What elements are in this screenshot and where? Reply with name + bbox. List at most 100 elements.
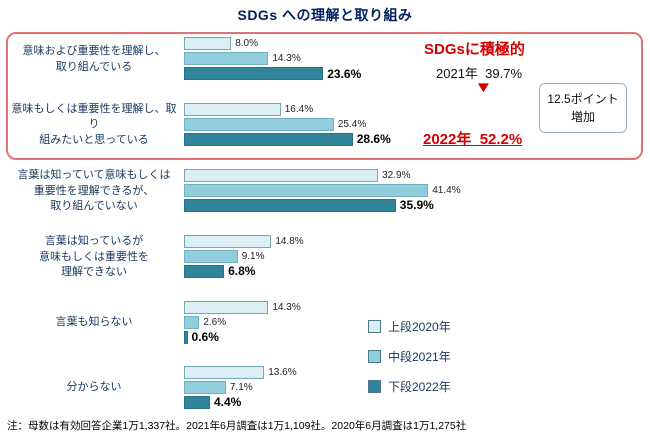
bar-rows: 32.9% 41.4% 35.9%: [184, 168, 461, 214]
bar-row-2021: 2.6%: [184, 315, 301, 329]
legend-swatch-2021: [368, 350, 381, 363]
bar-row-2022: 35.9%: [184, 198, 461, 213]
bar-value-2022: 28.6%: [356, 132, 391, 147]
category-label-line: 意味および重要性を理解し、: [22, 45, 166, 58]
bar-2020: [184, 102, 281, 116]
bar-value-2021: 2.6%: [203, 316, 227, 328]
bar-2020: [184, 300, 269, 314]
bar-value-2021: 41.4%: [432, 184, 461, 196]
category-label: 意味もしくは重要性を理解し、取り組みたいと思っている: [8, 102, 180, 148]
category-label-line: 取り組んでいる: [55, 60, 133, 73]
annotation-headline: SDGsに積極的: [424, 41, 525, 58]
bar-2022: [184, 67, 324, 80]
bar-row-2020: 13.6%: [184, 365, 297, 379]
bar-value-2022: 0.6%: [191, 330, 219, 345]
bar-2021: [184, 52, 269, 65]
category-label-line: 重要性を理解できるが、: [33, 184, 155, 197]
bar-row-2021: 14.3%: [184, 52, 361, 65]
bar-value-2020: 14.3%: [272, 301, 301, 313]
bar-2021: [184, 183, 429, 197]
bar-rows: 14.3% 2.6% 0.6%: [184, 300, 301, 346]
bar-rows: 8.0% 14.3% 23.6%: [184, 37, 361, 82]
bar-group: 意味および重要性を理解し、 取り組んでいる 8.0% 14.3% 23.6%: [8, 37, 461, 82]
category-label-line: 理解できない: [61, 266, 127, 279]
bar-group: 言葉は知っていて意味もしくは 重要性を理解できるが、 取り組んでいない 32.9% 41…: [8, 168, 461, 214]
bar-value-2022: 23.6%: [327, 66, 362, 81]
legend-label-2022: 下段2022年: [388, 380, 451, 394]
bar-2021: [184, 315, 200, 329]
bar-row-2020: 32.9%: [184, 168, 461, 182]
category-label-line: 組みたいと思っている: [39, 133, 149, 146]
bar-2022: [184, 132, 353, 146]
bar-value-2020: 32.9%: [382, 169, 411, 181]
bar-value-2021: 7.1%: [229, 381, 253, 393]
annotation-2022-value: 2022年 52.2%: [423, 131, 523, 148]
bar-value-2022: 4.4%: [213, 395, 242, 410]
bar-2020: [184, 365, 265, 379]
bar-group: 言葉は知っているが 意味もしくは重要性を 理解できない 14.8% 9.1% 6.8%: [8, 234, 461, 280]
bar-row-2022: 23.6%: [184, 66, 362, 81]
legend-label-2021: 中段2021年: [388, 350, 451, 364]
legend-swatch-2022: [368, 380, 381, 393]
bar-2021: [184, 117, 334, 131]
annotation-increase-line1: 12.5ポイント: [547, 92, 619, 106]
category-label: 意味および重要性を理解し、 取り組んでいる: [8, 44, 180, 75]
bar-row-2020: 16.4%: [184, 102, 391, 116]
bar-row-2022: 0.6%: [184, 330, 301, 345]
bar-2021: [184, 380, 226, 394]
legend-item-2021: 中段2021年: [368, 348, 451, 365]
bar-row-2020: 8.0%: [184, 37, 361, 50]
category-label-line: 言葉は知っているが: [44, 235, 144, 248]
bar-2022: [184, 264, 225, 278]
bar-2021: [184, 249, 238, 263]
bar-2022: [184, 198, 396, 212]
bar-row-2022: 28.6%: [184, 132, 391, 147]
bar-2022: [184, 330, 188, 344]
bar-row-2022: 4.4%: [184, 395, 297, 410]
bar-value-2021: 9.1%: [241, 250, 265, 262]
bar-rows: 13.6% 7.1% 4.4%: [184, 365, 297, 411]
bar-row-2021: 7.1%: [184, 380, 297, 394]
annotation-increase-line2: 増加: [570, 110, 595, 124]
bar-group: 言葉も知らない 14.3% 2.6% 0.6%: [8, 300, 461, 346]
bar-value-2021: 25.4%: [337, 118, 367, 130]
bar-2020: [184, 234, 272, 248]
bar-2020: [184, 168, 379, 182]
category-label: 言葉は知っているが 意味もしくは重要性を 理解できない: [8, 234, 180, 280]
bar-value-2022: 6.8%: [228, 264, 256, 279]
bar-group: 分からない 13.6% 7.1% 4.4%: [8, 365, 461, 411]
bar-value-2020: 16.4%: [284, 103, 314, 115]
legend: 上段2020年 中段2021年 下段2022年: [368, 318, 451, 408]
bar-row-2021: 25.4%: [184, 117, 391, 131]
legend-item-2020: 上段2020年: [368, 318, 451, 335]
bar-row-2021: 41.4%: [184, 183, 461, 197]
legend-label-2020: 上段2020年: [388, 320, 451, 334]
annotation-increase-box: 12.5ポイント 増加: [539, 83, 627, 133]
category-label: 言葉は知っていて意味もしくは 重要性を理解できるが、 取り組んでいない: [8, 168, 180, 214]
bar-value-2022: 35.9%: [399, 198, 434, 213]
category-label-line: 言葉は知っていて意味もしくは: [17, 169, 171, 182]
bar-rows: 14.8% 9.1% 6.8%: [184, 234, 304, 280]
category-label-line: 意味もしくは重要性を理解し、取り: [11, 103, 177, 131]
bar-group: 意味もしくは重要性を理解し、取り組みたいと思っている 16.4% 25.4% 28.6…: [8, 102, 461, 148]
annotation-2021-value: 2021年 39.7%: [436, 66, 523, 81]
category-label-line: 言葉も知らない: [55, 316, 133, 329]
bar-row-2020: 14.3%: [184, 300, 301, 314]
down-arrow-icon: ▼: [474, 79, 493, 96]
page-title: SDGs への理解と取り組み: [237, 7, 413, 23]
category-label: 分からない: [8, 380, 180, 395]
bar-row-2022: 6.8%: [184, 264, 304, 279]
category-label-line: 意味もしくは重要性を: [39, 250, 149, 263]
legend-item-2022: 下段2022年: [368, 378, 451, 395]
footnote: 注：母数は有効回答企業1万1,337社。2021年6月調査は1万1,109社。2…: [7, 420, 467, 432]
category-label-line: 取り組んでいない: [50, 199, 138, 212]
bar-chart: 意味および重要性を理解し、 取り組んでいる 8.0% 14.3% 23.6% 意味もしくは…: [8, 37, 461, 431]
bar-value-2020: 8.0%: [235, 38, 258, 49]
category-label-line: 分からない: [66, 381, 122, 394]
category-label: 言葉も知らない: [8, 315, 180, 330]
legend-swatch-2020: [368, 320, 381, 333]
bar-value-2020: 13.6%: [268, 366, 297, 378]
bar-2020: [184, 37, 232, 50]
bar-value-2021: 14.3%: [272, 53, 301, 64]
